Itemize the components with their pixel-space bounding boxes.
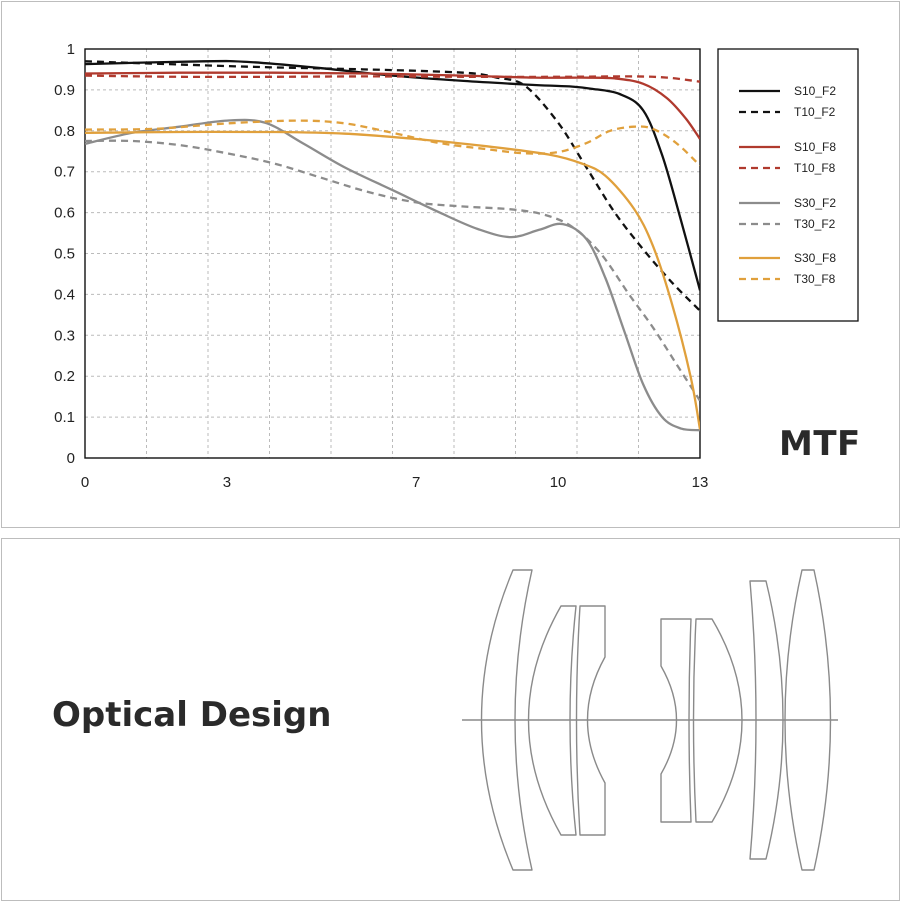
chart-title: MTF (779, 424, 861, 464)
legend-label: S10_F8 (794, 140, 836, 154)
lens-element-7 (784, 569, 832, 871)
y-tick-label: 0.7 (54, 164, 75, 181)
series-line-s10-f2 (85, 59, 700, 291)
y-tick-label: 0.1 (54, 409, 75, 426)
x-tick-label: 0 (81, 474, 89, 491)
optical-design-title: Optical Design (52, 695, 332, 735)
series-line-s30-f8 (85, 130, 700, 430)
x-tick-label: 7 (412, 474, 420, 491)
lens-element-2 (527, 605, 577, 836)
x-tick-label: 3 (223, 474, 231, 491)
y-tick-label: 0.6 (54, 205, 75, 222)
legend-label: S30_F8 (794, 251, 836, 265)
mtf-chart: 00.10.20.30.40.50.60.70.80.910 3 7 10 13S10_… (54, 41, 859, 491)
y-tick-label: 0.9 (54, 82, 75, 99)
y-tick-label: 0.2 (54, 368, 75, 385)
legend-label: T10_F2 (794, 105, 836, 119)
y-tick-label: 1 (67, 41, 75, 58)
x-tick-label: 13 (692, 474, 709, 491)
y-tick-label: 0.4 (54, 286, 75, 303)
legend-label: T10_F8 (794, 161, 836, 175)
lens-element-5 (692, 618, 743, 823)
y-tick-label: 0.5 (54, 246, 75, 263)
series-line-t30-f2 (85, 139, 700, 402)
lens-element-6 (749, 580, 784, 860)
series-line-t10-f8 (85, 74, 700, 83)
y-tick-label: 0.3 (54, 327, 75, 344)
series-line-s30-f2 (85, 118, 700, 432)
lens-diagram (462, 569, 838, 871)
mtf-panel: 0 0.1 0.2 0.3 0.4 0.5 0.6 0.7 0.8 0.9 1 0 3 7 10 13 S10_… (1, 1, 900, 528)
lens-element-1 (480, 569, 533, 871)
lens-element-4 (660, 618, 692, 823)
plot-frame (84, 48, 701, 459)
y-tick-label: 0.8 (54, 123, 75, 140)
legend-label: T30_F8 (794, 272, 836, 286)
x-tick-label: 10 (550, 474, 567, 491)
legend-label: T30_F2 (794, 217, 836, 231)
legend-label: S30_F2 (794, 196, 836, 210)
series-line-t30-f8 (85, 119, 700, 167)
legend-label: S10_F2 (794, 84, 836, 98)
y-tick-label: 0 (67, 450, 75, 467)
optical-design-panel: Optical Design (1, 538, 900, 901)
lens-element-3 (575, 605, 606, 836)
series-line-t10-f2 (85, 60, 700, 312)
legend-box (717, 48, 859, 322)
